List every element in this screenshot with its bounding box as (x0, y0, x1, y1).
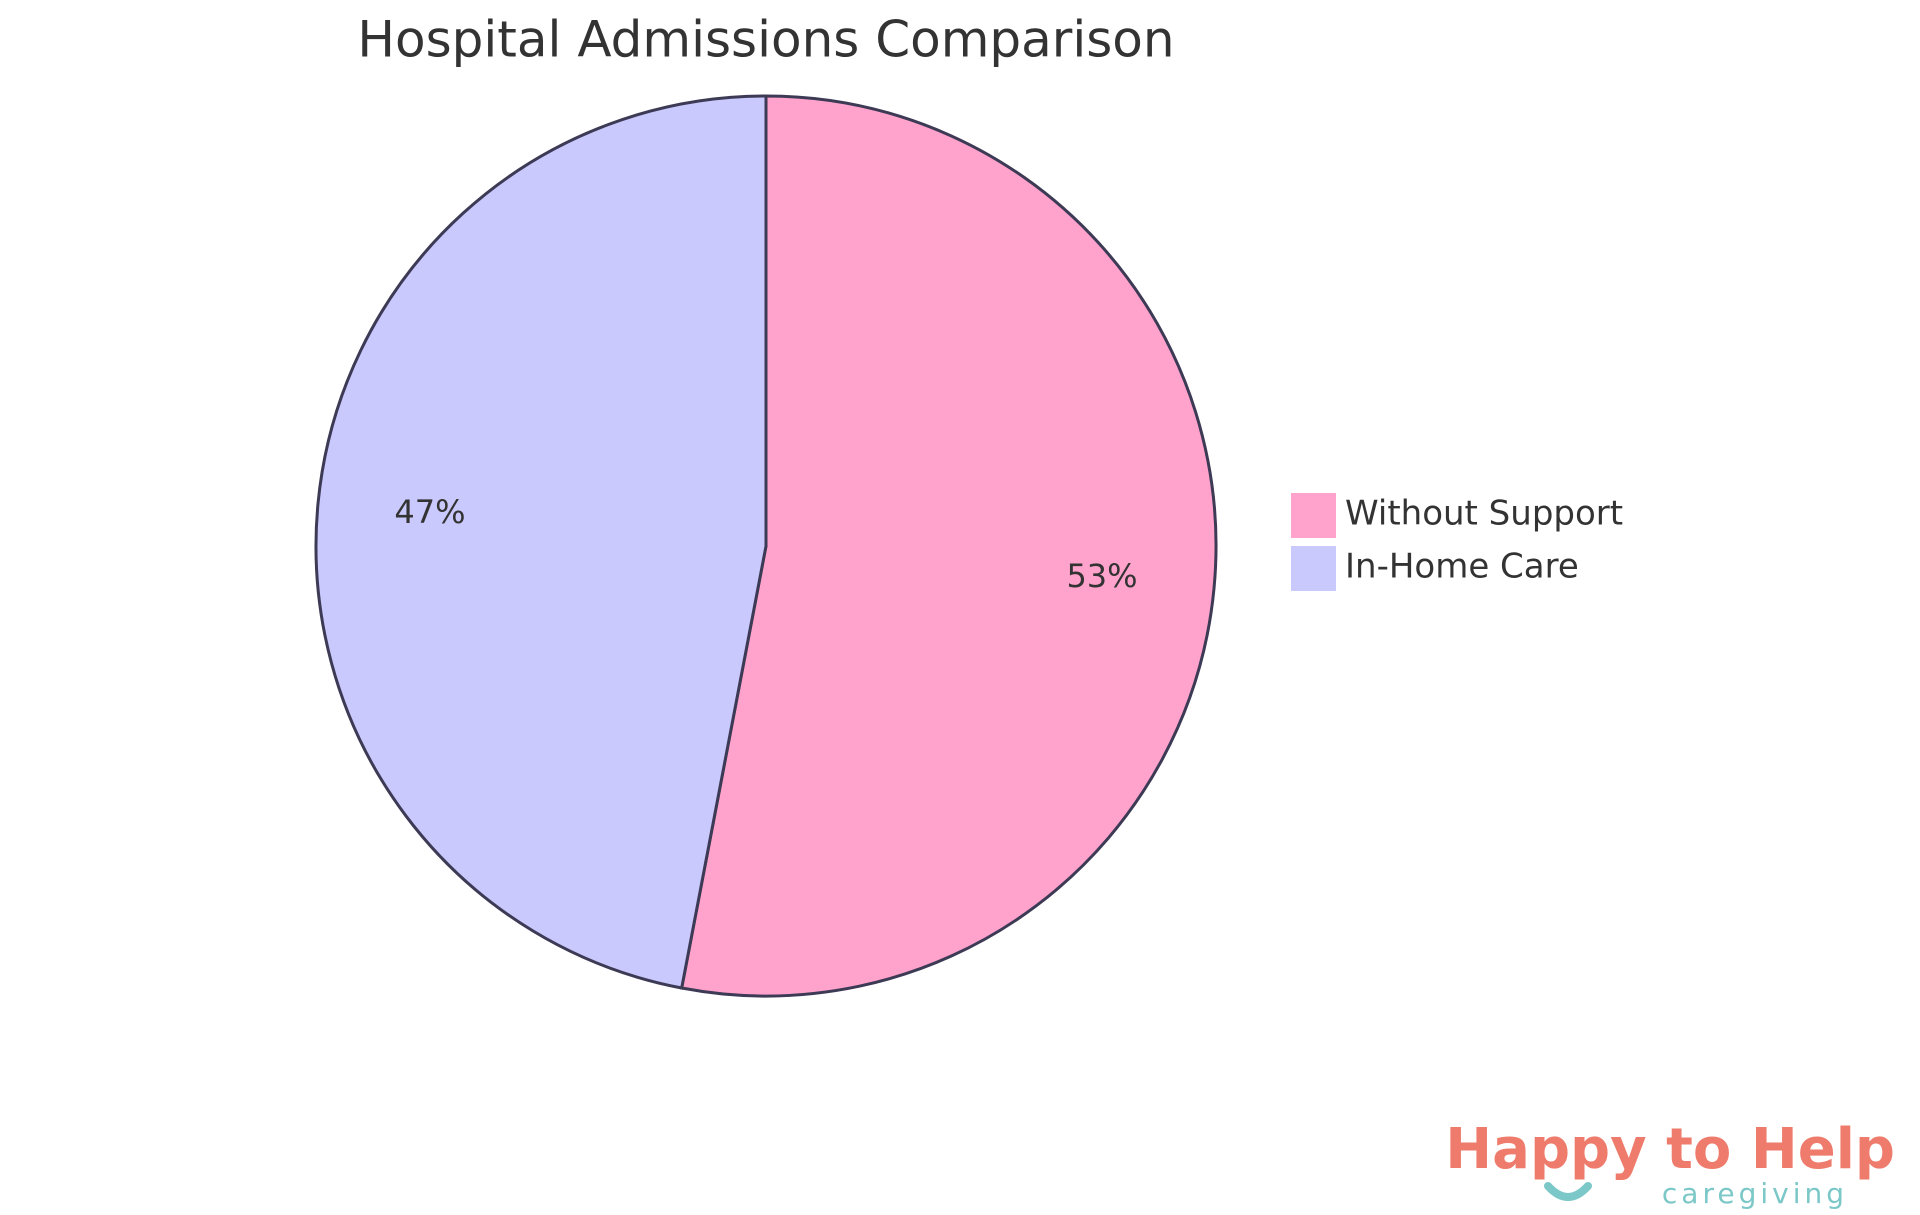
legend-swatch (1291, 493, 1336, 538)
legend-swatch (1291, 546, 1336, 591)
logo-tagline: caregiving (1662, 1177, 1848, 1210)
logo-name: Happy to Help (1445, 1117, 1895, 1182)
legend-label: Without Support (1345, 494, 1623, 534)
pie-slice (679, 94, 1218, 998)
legend-label: In-Home Care (1345, 547, 1579, 587)
data-label: 53% (1066, 557, 1137, 595)
chart-title: Hospital Admissions Comparison (357, 11, 1174, 69)
logo-smile (1544, 1182, 1592, 1201)
pie-slice (314, 94, 768, 990)
data-label: 47% (394, 493, 465, 531)
logo: Happy to Help caregiving (1445, 1117, 1895, 1210)
